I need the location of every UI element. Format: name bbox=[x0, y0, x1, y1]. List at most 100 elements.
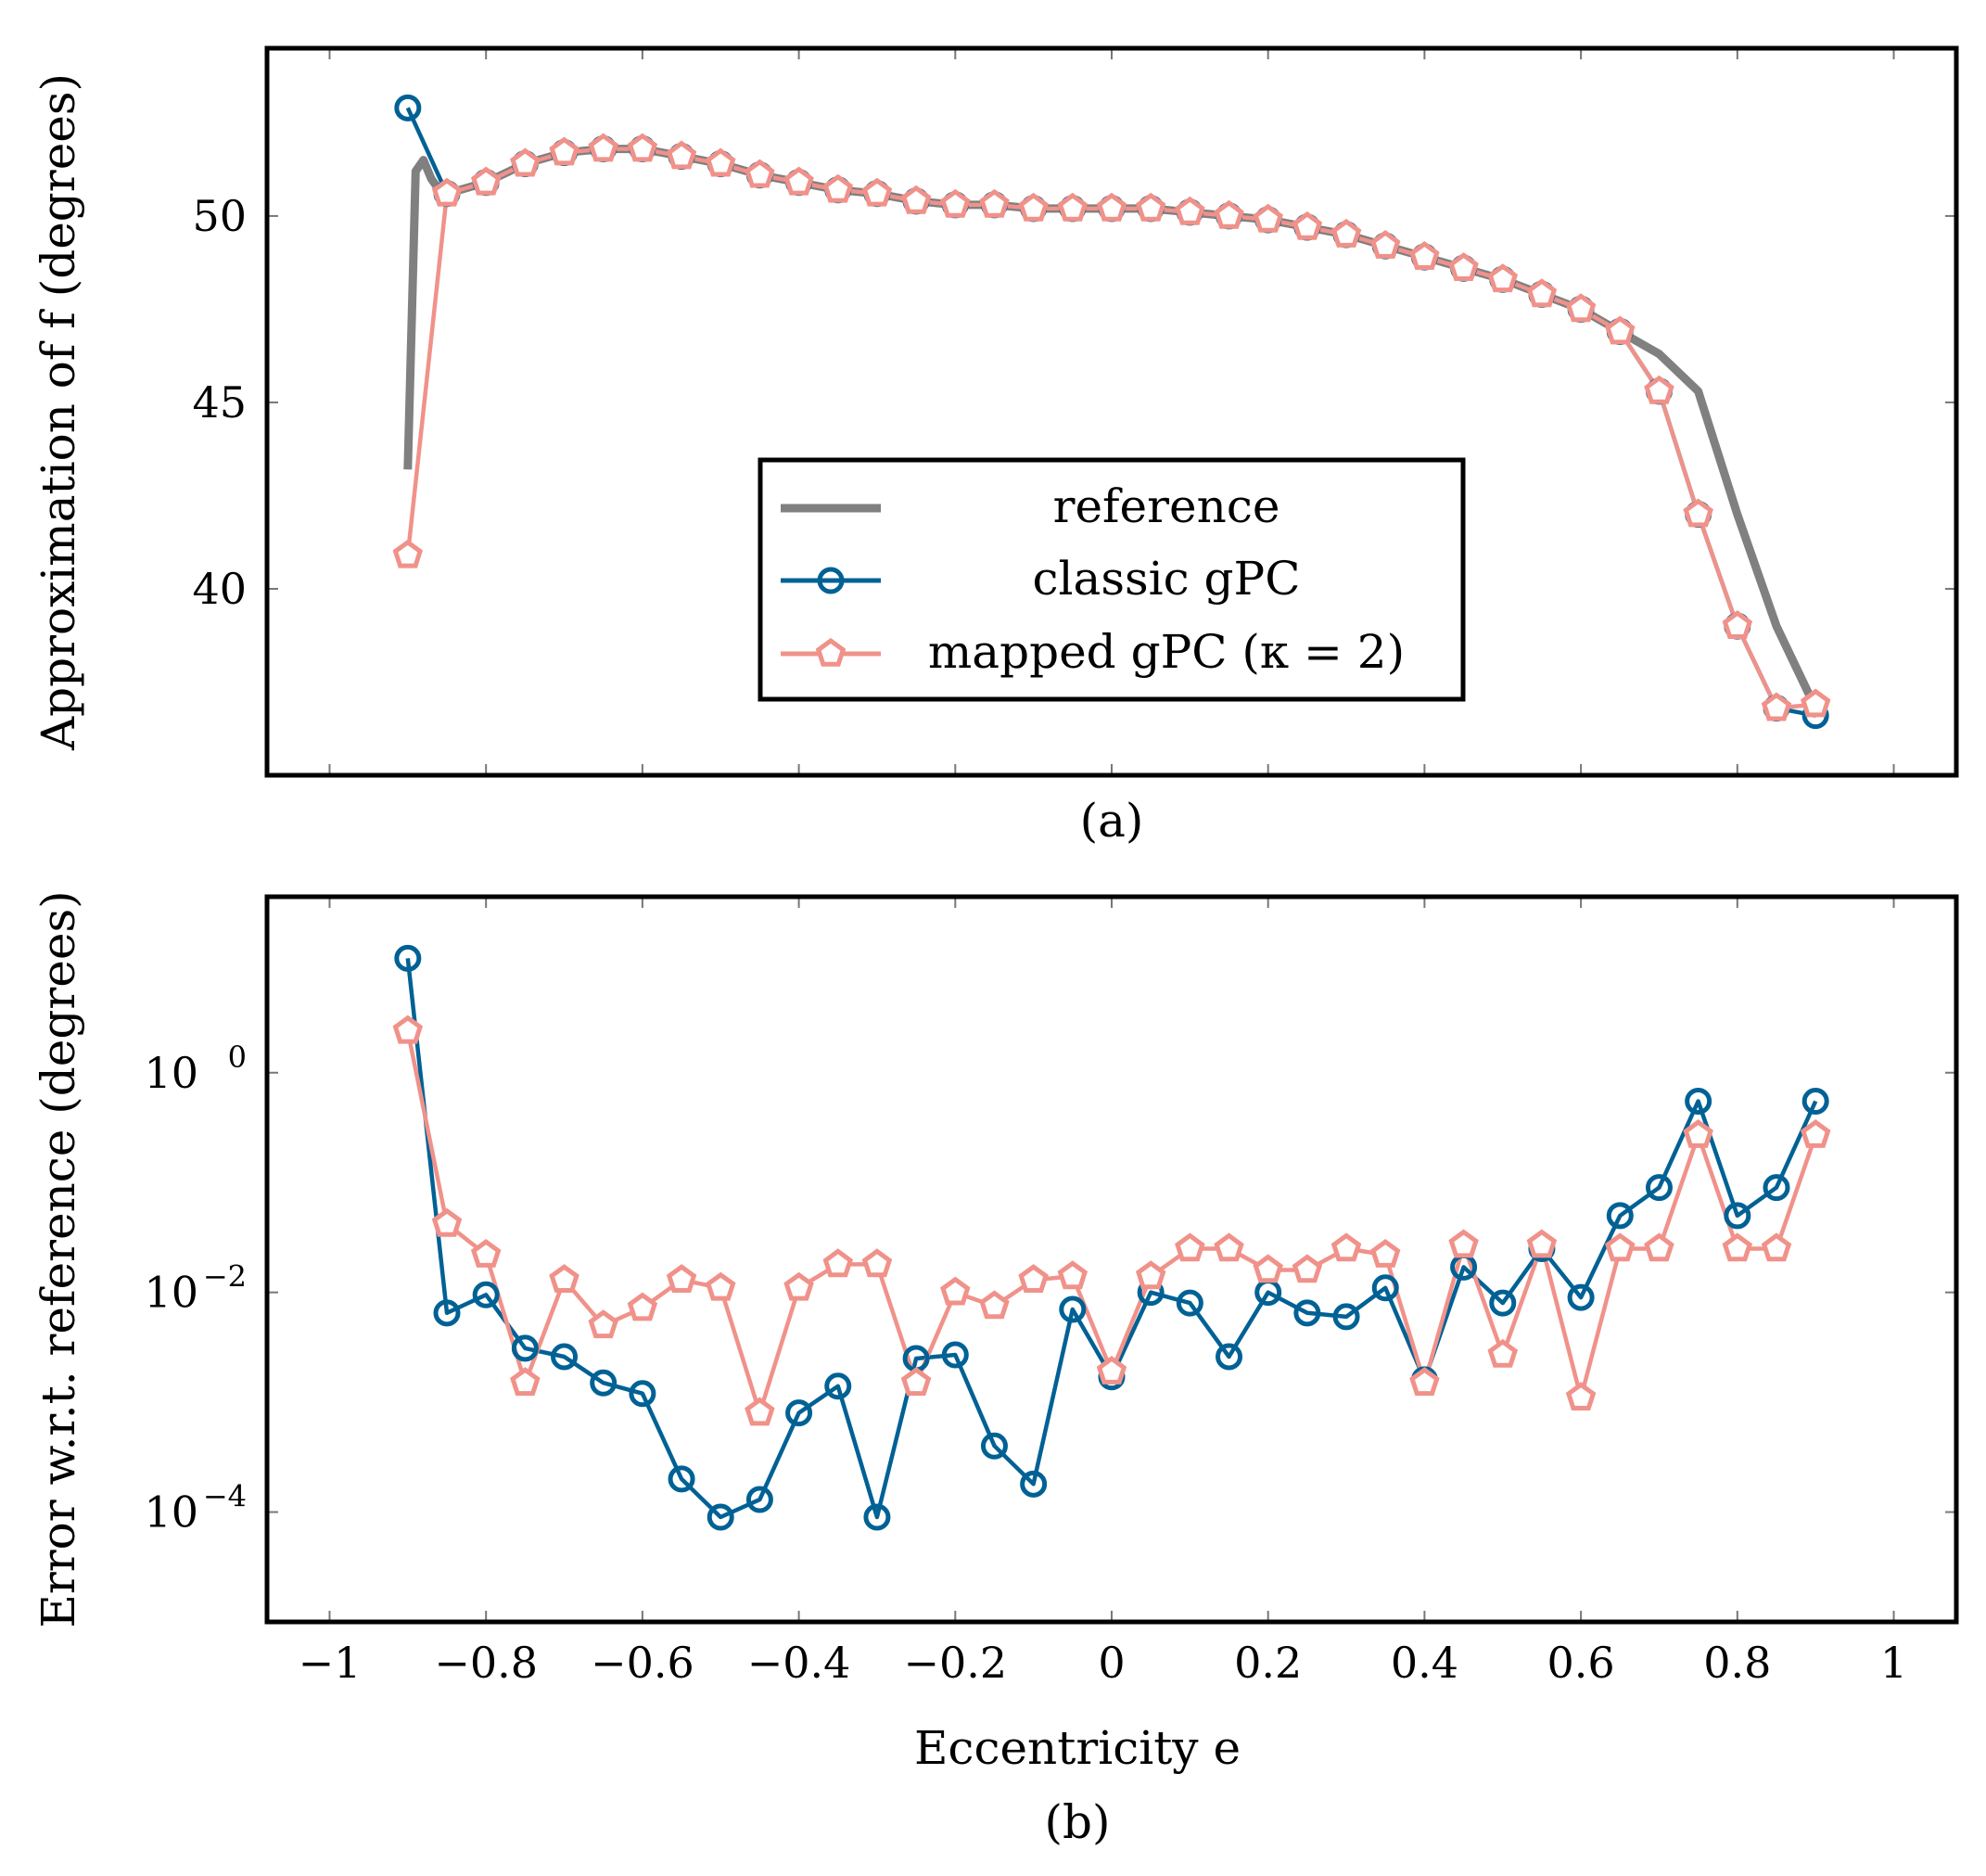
data-point-mapped bbox=[940, 188, 971, 218]
data-point-mapped bbox=[1253, 1254, 1283, 1283]
data-point-mapped bbox=[510, 147, 541, 177]
data-point-mapped bbox=[1135, 192, 1166, 222]
data-point-classic bbox=[1371, 1274, 1399, 1302]
data-point-mapped bbox=[627, 1292, 658, 1321]
panel-a-label: (a) bbox=[1080, 794, 1144, 848]
data-point-mapped bbox=[745, 159, 775, 188]
x-tick-label: −1 bbox=[299, 1638, 362, 1688]
data-point-mapped bbox=[1448, 252, 1479, 281]
data-point-mapped bbox=[1448, 1229, 1479, 1258]
data-point-mapped bbox=[1605, 1232, 1636, 1262]
data-point-mapped bbox=[1683, 498, 1713, 528]
data-point-mapped bbox=[1526, 1229, 1558, 1258]
y-tick-label: 10 bbox=[144, 1487, 198, 1538]
x-tick-label: 0.4 bbox=[1391, 1638, 1458, 1688]
data-point-mapped bbox=[1487, 263, 1519, 293]
data-point-classic bbox=[1567, 1283, 1595, 1311]
data-point-mapped bbox=[940, 1276, 971, 1306]
legend-label-mapped: mapped gPC (κ = 2) bbox=[928, 625, 1405, 679]
data-point-mapped bbox=[705, 1271, 736, 1301]
data-point-mapped bbox=[822, 173, 854, 203]
data-point-mapped bbox=[1409, 241, 1440, 270]
data-point-mapped bbox=[1800, 1119, 1831, 1148]
data-point-mapped bbox=[1683, 1119, 1713, 1148]
data-point-classic bbox=[629, 1380, 656, 1408]
data-point-mapped bbox=[822, 1248, 854, 1278]
data-point-mapped bbox=[979, 188, 1010, 218]
data-point-classic bbox=[394, 94, 422, 121]
panel-a-ytick-labels: 40 45 50 bbox=[192, 191, 247, 614]
x-tick-label: −0.4 bbox=[747, 1638, 851, 1688]
legend: reference classic gPC mapped gPC (κ = 2) bbox=[757, 457, 1466, 702]
y-tick-label: 10 bbox=[144, 1268, 198, 1318]
data-point-mapped bbox=[1409, 1367, 1440, 1397]
data-point-mapped bbox=[1018, 192, 1049, 222]
data-point-mapped bbox=[1330, 218, 1362, 248]
data-point-mapped bbox=[1565, 1382, 1597, 1410]
data-point-classic bbox=[1763, 1174, 1790, 1202]
data-point-classic bbox=[824, 1372, 852, 1400]
data-point-classic bbox=[1176, 1289, 1203, 1317]
panel-b-frame bbox=[264, 894, 1959, 1625]
data-point-classic bbox=[1020, 1470, 1048, 1498]
data-point-mapped bbox=[1800, 688, 1831, 718]
data-point-mapped bbox=[1214, 199, 1244, 229]
data-point-mapped bbox=[1057, 1260, 1088, 1290]
data-point-classic bbox=[668, 1465, 695, 1493]
x-tick-label: 0.2 bbox=[1234, 1638, 1302, 1688]
data-point-mapped bbox=[1761, 692, 1792, 721]
data-point-mapped bbox=[666, 1264, 697, 1293]
data-point-mapped bbox=[549, 1264, 579, 1293]
data-point-mapped bbox=[392, 539, 424, 568]
data-point-mapped bbox=[1018, 1264, 1049, 1293]
x-tick-label: 0 bbox=[1098, 1638, 1125, 1688]
panel-b-markers bbox=[392, 944, 1831, 1531]
data-point-classic bbox=[1059, 1295, 1087, 1323]
data-point-mapped bbox=[705, 147, 736, 177]
panel-a-ylabel: Approximation of f (degrees) bbox=[32, 73, 85, 751]
data-point-mapped bbox=[1487, 1338, 1519, 1368]
data-point-classic bbox=[433, 1299, 461, 1327]
data-point-mapped bbox=[1722, 610, 1753, 639]
data-point-mapped bbox=[431, 1207, 463, 1237]
data-point-mapped bbox=[1722, 1232, 1753, 1262]
data-point-mapped bbox=[1605, 315, 1636, 345]
data-point-classic bbox=[1801, 1088, 1829, 1116]
data-point-classic bbox=[980, 1432, 1008, 1460]
x-tick-label: 0.6 bbox=[1547, 1638, 1615, 1688]
data-point-mapped bbox=[470, 166, 502, 196]
panel-b-xlabel: Eccentricity e bbox=[914, 1721, 1241, 1775]
data-point-classic bbox=[394, 944, 422, 972]
data-point-mapped bbox=[1253, 203, 1283, 233]
data-point-mapped bbox=[900, 185, 932, 214]
y-tick-exponent: 0 bbox=[228, 1040, 247, 1075]
data-point-mapped bbox=[1175, 1232, 1205, 1262]
data-point-mapped bbox=[1644, 375, 1674, 404]
data-point-mapped bbox=[588, 133, 618, 162]
data-point-mapped bbox=[979, 1290, 1010, 1320]
data-point-mapped bbox=[392, 1015, 424, 1044]
data-point-classic bbox=[1293, 1299, 1321, 1327]
data-point-classic bbox=[590, 1369, 617, 1397]
x-tick-label: −0.2 bbox=[903, 1638, 1007, 1688]
data-point-mapped bbox=[1565, 293, 1597, 323]
data-point-mapped bbox=[1135, 1260, 1166, 1290]
data-point-classic bbox=[707, 1503, 734, 1531]
y-tick-label: 45 bbox=[192, 377, 247, 428]
y-tick-label: 10 bbox=[144, 1048, 198, 1098]
y-tick-exponent: −2 bbox=[203, 1259, 247, 1295]
legend-marker-classic bbox=[817, 567, 845, 594]
x-tick-label: −0.8 bbox=[434, 1638, 538, 1688]
data-point-mapped bbox=[1096, 192, 1127, 222]
data-point-classic bbox=[472, 1281, 500, 1308]
data-point-classic bbox=[551, 1343, 579, 1371]
data-point-classic bbox=[1685, 1088, 1712, 1116]
panel-b-xtick-labels: −1 −0.8 −0.6 −0.4 −0.2 0 0.2 0.4 0.6 0.8 1 bbox=[299, 1638, 1908, 1688]
data-point-mapped bbox=[666, 140, 697, 170]
data-point-classic bbox=[745, 1486, 773, 1513]
data-point-classic bbox=[1645, 1174, 1673, 1202]
y-tick-exponent: −4 bbox=[203, 1479, 247, 1514]
